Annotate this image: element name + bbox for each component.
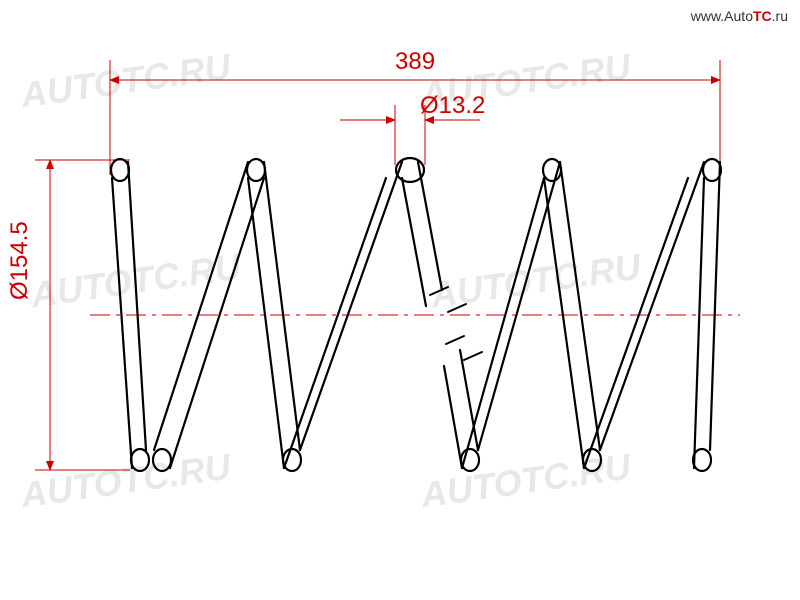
- dim-coil-dia: [35, 160, 130, 470]
- dim-coil-value: Ø154.5: [6, 221, 34, 300]
- dim-length-value: 389: [395, 48, 435, 76]
- spring-diagram: [0, 0, 800, 600]
- dim-wire-value: Ø13.2: [420, 92, 485, 120]
